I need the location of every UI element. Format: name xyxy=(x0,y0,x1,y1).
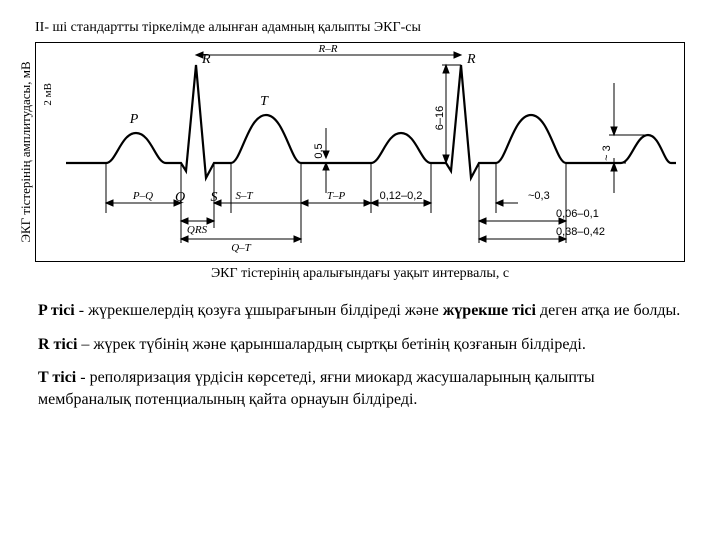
int-qrs: QRS xyxy=(187,224,208,236)
int-b1: 0,06–0,1 xyxy=(556,208,599,220)
dim-t-height-label: ~ 3 xyxy=(601,145,613,161)
int-tp: T–P xyxy=(327,190,346,202)
label-t: T xyxy=(260,94,269,109)
y-axis-label: ЭКГ тістерінің амплитудасы, мВ xyxy=(18,61,34,242)
desc-p: P тісі - жүрекшелердің қозуға ұшырағынын… xyxy=(38,300,682,322)
x-axis-caption: ЭКГ тістерінің аралығындағы уақыт интерв… xyxy=(35,266,685,282)
marker-half-label: 0,5 xyxy=(313,143,325,158)
desc-r: R тісі – жүрек түбінің және қарыншаларды… xyxy=(38,334,682,356)
int-pq: P–Q xyxy=(132,190,153,202)
descriptions: P тісі - жүрекшелердің қозуға ұшырағынын… xyxy=(30,300,690,410)
label-p: P xyxy=(129,112,139,127)
int-st: S–T xyxy=(235,190,253,202)
ecg-waveform: P R T Q S R R–R 6–16 ~ 3 xyxy=(66,43,676,261)
dim-rr-label: R–R xyxy=(318,43,338,55)
dim-r-height-label: 6–16 xyxy=(434,106,446,130)
r-name: R тісі xyxy=(38,336,77,353)
y-tick-2mv: 2 мВ xyxy=(42,83,54,106)
desc-t: T тісі - реполяризация үрдісін көрсетеді… xyxy=(38,367,682,410)
int-rr2: 0,12–0,2 xyxy=(380,190,423,202)
int-b2: 0,38–0,42 xyxy=(556,226,605,238)
int-qt: Q–T xyxy=(231,242,251,254)
p-name: P тісі xyxy=(38,302,75,319)
int-small: ~0,3 xyxy=(528,190,550,202)
t-name: T тісі xyxy=(38,369,76,386)
ecg-diagram: ЭКГ тістерінің амплитудасы, мВ 2 мВ P R … xyxy=(35,42,685,262)
label-r2: R xyxy=(466,52,476,67)
marker-half xyxy=(323,128,329,193)
caption-top: II- ші стандартты тіркелімде алынған ада… xyxy=(35,20,690,36)
